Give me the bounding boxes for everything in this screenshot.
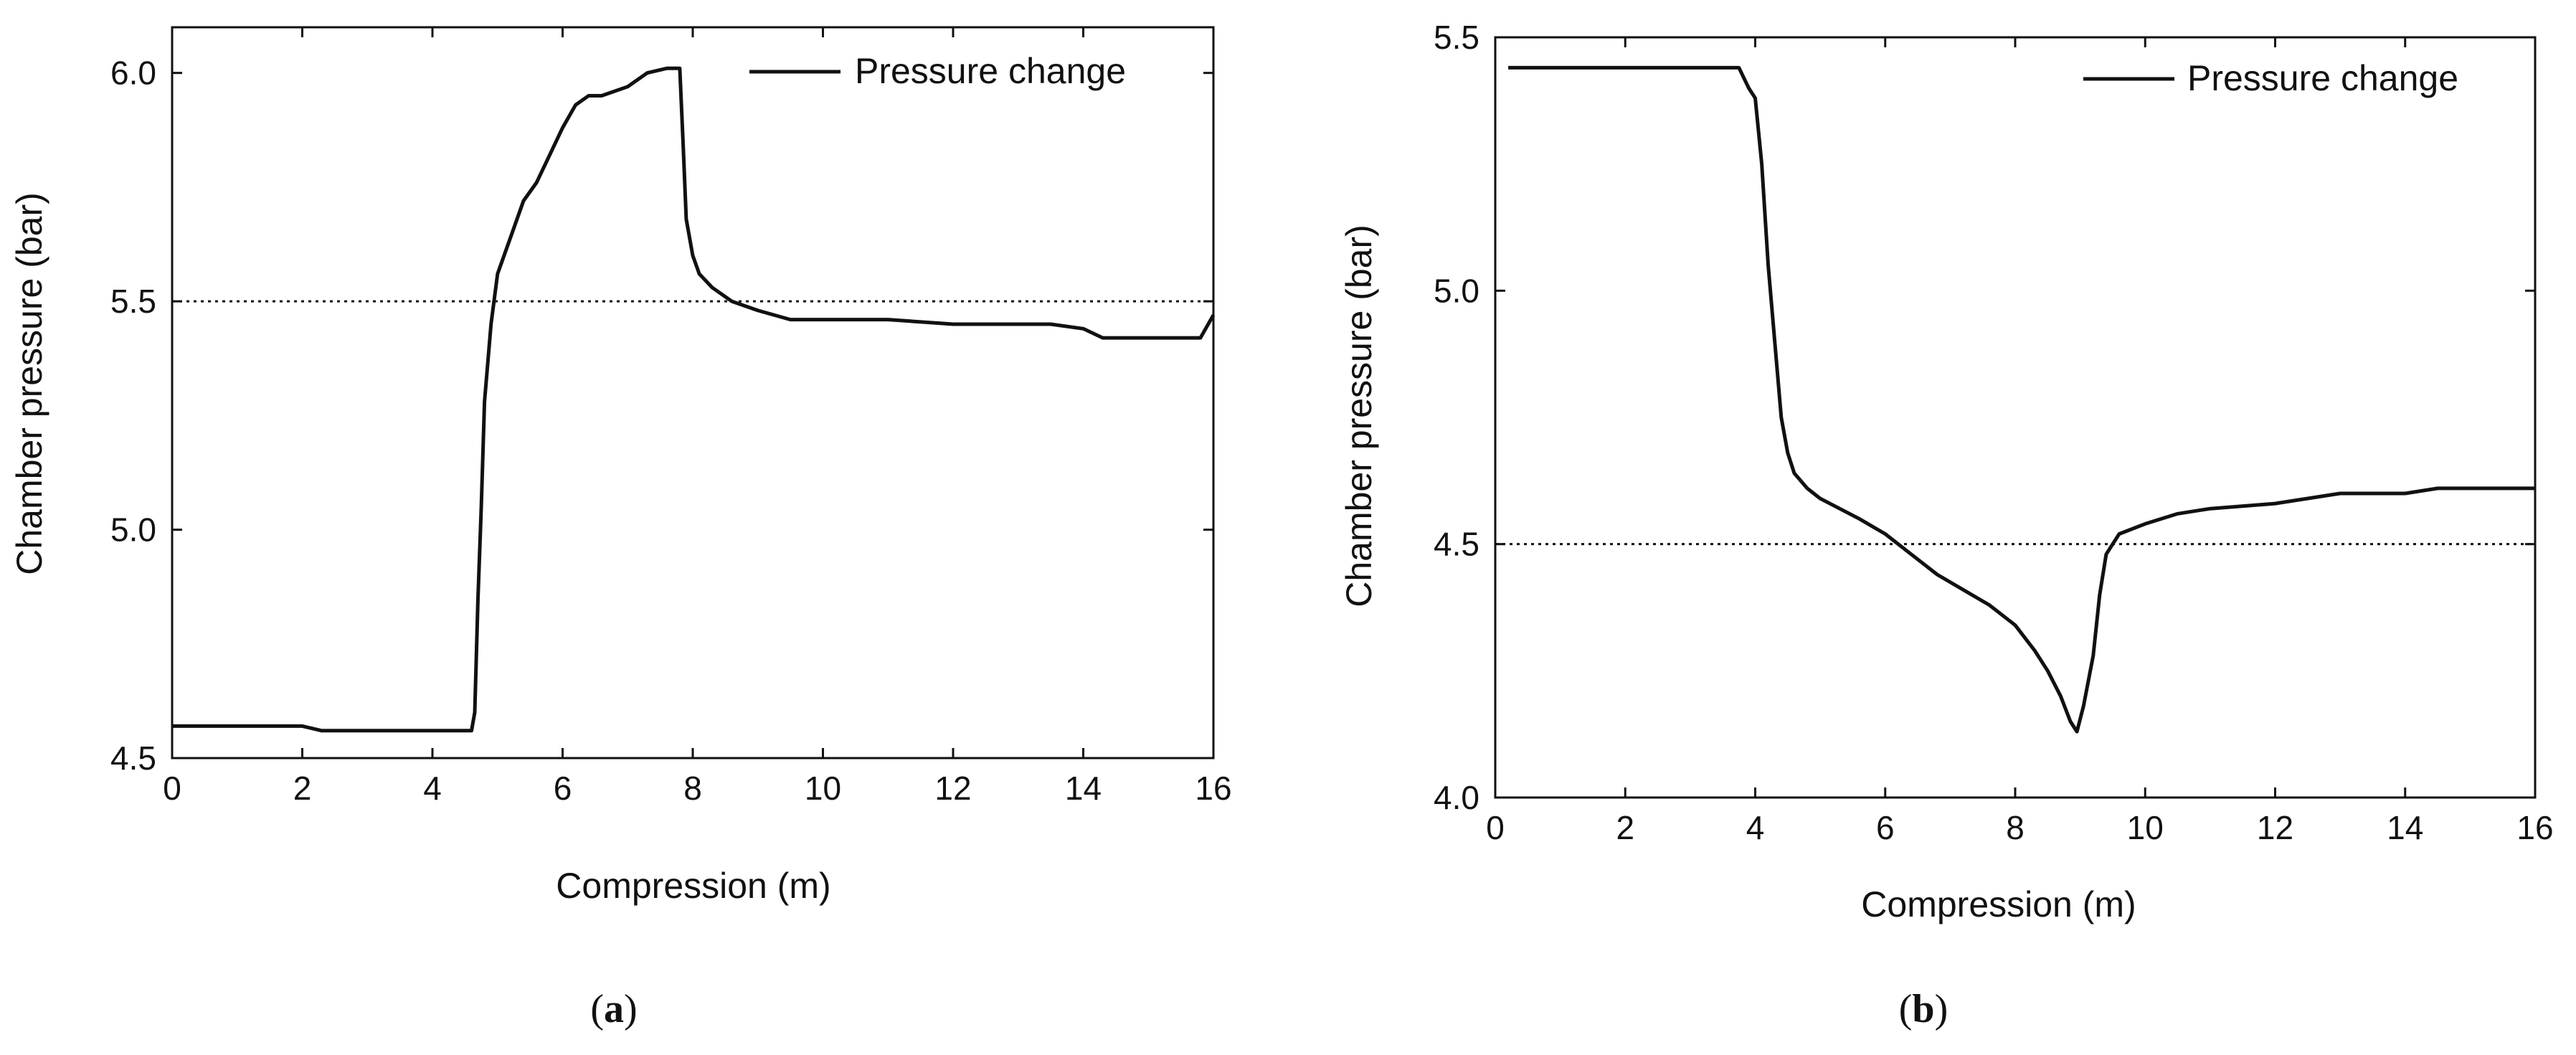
panel-a-y-tick-label: 5.0	[110, 511, 156, 549]
panel-a-x-tick-label: 6	[554, 770, 572, 807]
panel-a-x-tick-label: 2	[293, 770, 312, 807]
panel-a-caption: (a)	[590, 987, 637, 1031]
panel-a-plot-frame	[171, 26, 1215, 760]
panel-a-x-tick-label: 4	[423, 770, 442, 807]
panel-b-ylabel: Chamber pressure (bar)	[1339, 224, 1379, 607]
panel-b-y-tick-label: 5.0	[1434, 272, 1479, 309]
panel-a-x-tick-label: 12	[934, 770, 971, 807]
panel-b-x-tick-label: 14	[2387, 809, 2423, 846]
panel-b-x-tick-label: 10	[2127, 809, 2164, 846]
panel-b-y-tick-label: 5.5	[1434, 19, 1479, 56]
panel-b-x-tick-label: 16	[2516, 809, 2553, 846]
panel-b-series-line-0	[1508, 65, 2535, 734]
panel-a: Chamber pressure (bar) Compression (m) P…	[9, 26, 1232, 1031]
panel-b-x-tick-label: 6	[1876, 809, 1895, 846]
panel-a-x-tick-label: 8	[683, 770, 702, 807]
panel-a-x-tick-label: 14	[1065, 770, 1102, 807]
panel-b-x-tick-label: 4	[1746, 809, 1765, 846]
panel-b-caption: (b)	[1899, 987, 1948, 1031]
panel-a-legend-label: Pressure change	[855, 51, 1126, 91]
panel-b-xlabel: Compression (m)	[1861, 884, 2136, 924]
panel-a-series-line-0	[172, 66, 1216, 733]
panel-b-x-tick-label: 2	[1616, 809, 1634, 846]
panel-a-y-tick-label: 4.5	[110, 739, 156, 777]
panel-b-x-tick-label: 12	[2257, 809, 2293, 846]
panel-a-xlabel: Compression (m)	[556, 866, 830, 906]
panel-a-x-tick-label: 16	[1195, 770, 1231, 807]
panel-b-x-tick-label: 0	[1486, 809, 1505, 846]
panel-a-y-tick-label: 6.0	[110, 55, 156, 92]
panel-a-ylabel: Chamber pressure (bar)	[9, 192, 49, 575]
panel-b: Chamber pressure (bar) Compression (m) P…	[1339, 19, 2554, 1031]
panel-a-y-tick-label: 5.5	[110, 283, 156, 320]
panel-a-x-tick-label: 10	[805, 770, 841, 807]
panel-b-y-tick-label: 4.5	[1434, 526, 1479, 563]
panel-a-x-tick-label: 0	[163, 770, 181, 807]
panel-b-legend-label: Pressure change	[2187, 58, 2458, 98]
panel-b-plot-frame	[1494, 36, 2537, 799]
panel-b-x-tick-label: 8	[2006, 809, 2025, 846]
panel-b-y-tick-label: 4.0	[1434, 779, 1479, 816]
